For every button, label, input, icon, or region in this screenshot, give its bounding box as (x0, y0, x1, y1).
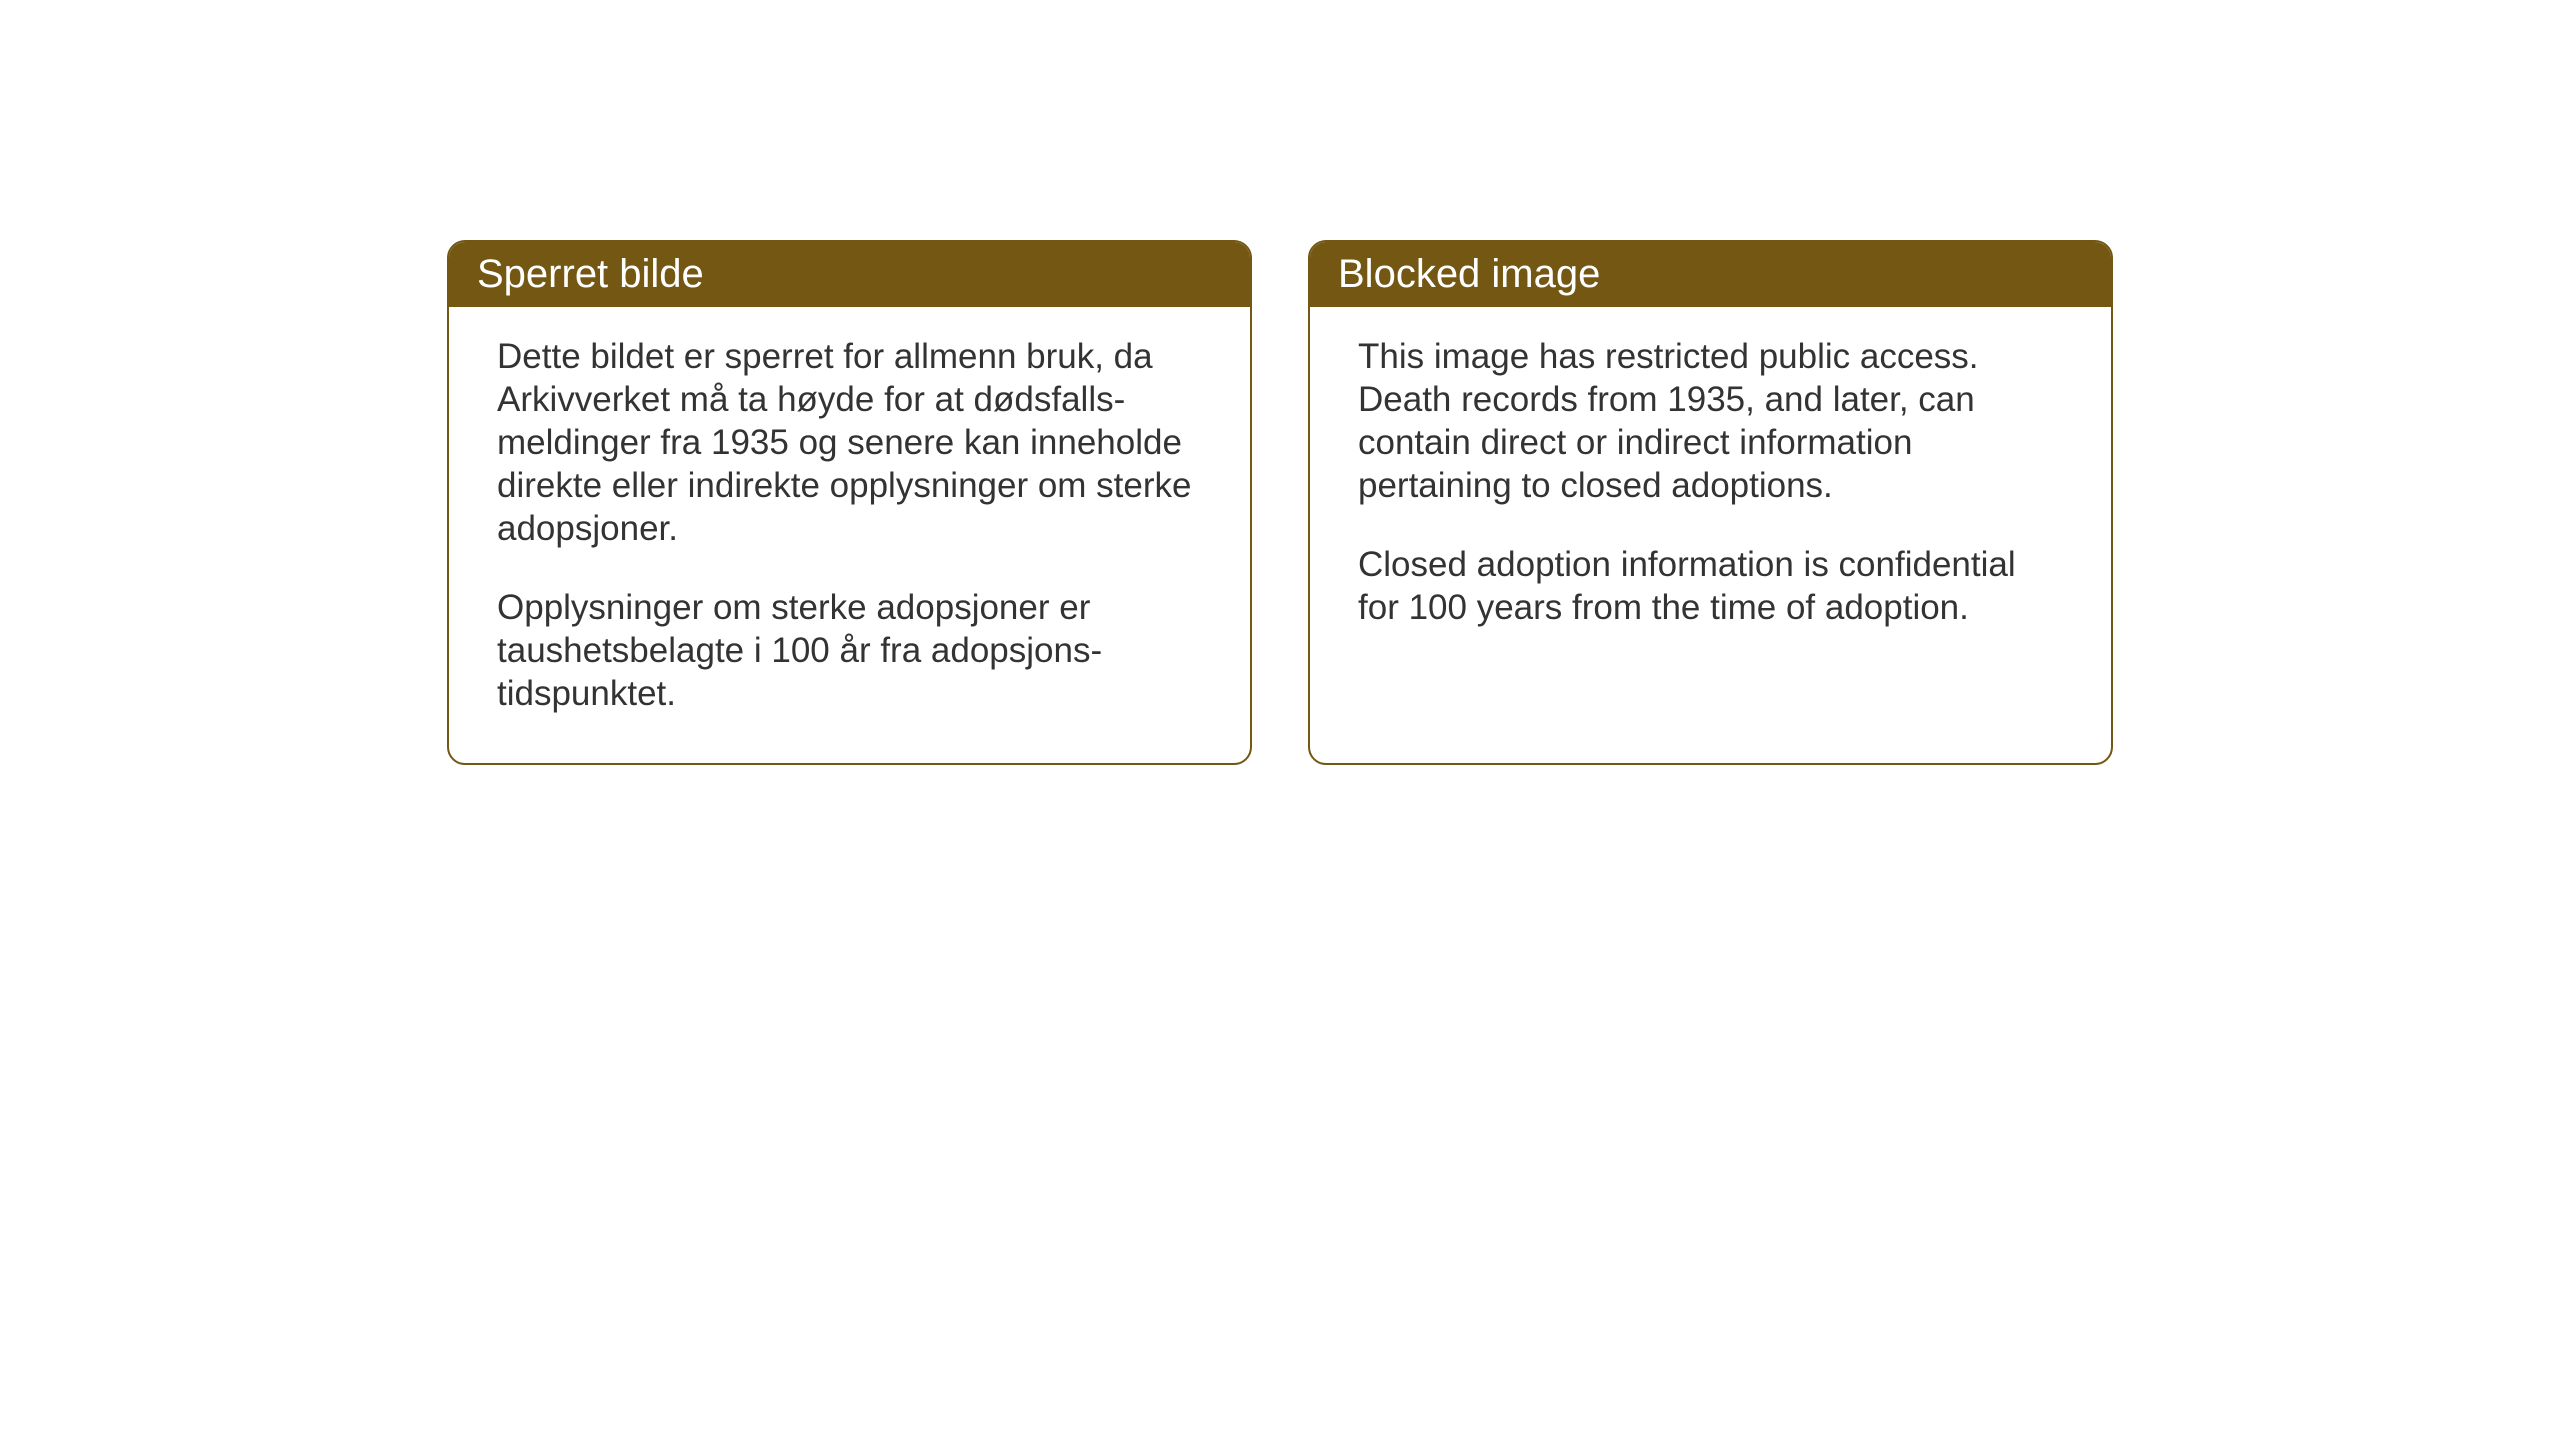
norwegian-notice-card: Sperret bilde Dette bildet er sperret fo… (447, 240, 1252, 765)
norwegian-notice-body: Dette bildet er sperret for allmenn bruk… (449, 307, 1250, 763)
english-notice-paragraph-2: Closed adoption information is confident… (1358, 543, 2063, 629)
norwegian-notice-title: Sperret bilde (477, 252, 704, 296)
norwegian-notice-paragraph-1: Dette bildet er sperret for allmenn bruk… (497, 335, 1202, 550)
english-notice-body: This image has restricted public access.… (1310, 307, 2111, 677)
english-notice-card: Blocked image This image has restricted … (1308, 240, 2113, 765)
norwegian-notice-header: Sperret bilde (449, 242, 1250, 307)
norwegian-notice-paragraph-2: Opplysninger om sterke adopsjoner er tau… (497, 586, 1202, 715)
english-notice-paragraph-1: This image has restricted public access.… (1358, 335, 2063, 507)
notice-container: Sperret bilde Dette bildet er sperret fo… (447, 240, 2113, 765)
english-notice-title: Blocked image (1338, 252, 1600, 296)
english-notice-header: Blocked image (1310, 242, 2111, 307)
